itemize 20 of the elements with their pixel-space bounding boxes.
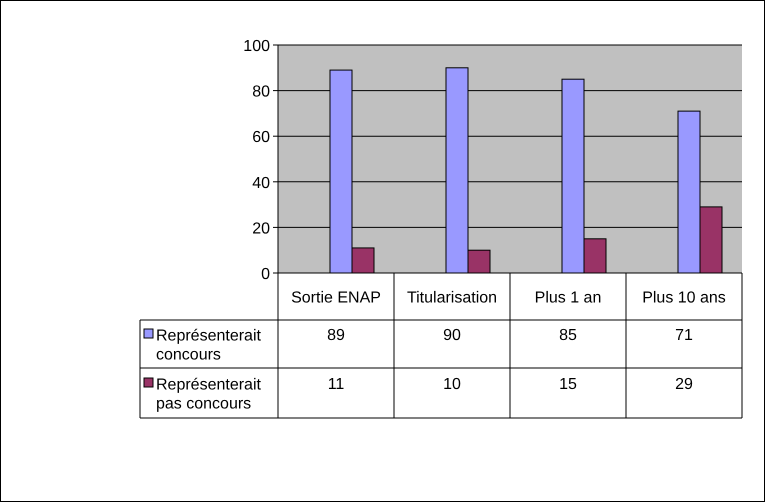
data-label: 10 [443, 376, 461, 393]
data-label: 15 [559, 376, 577, 393]
data-label: 71 [675, 327, 693, 344]
y-tick-label: 60 [252, 129, 270, 146]
x-tick-label: Sortie ENAP [291, 290, 381, 306]
y-tick-label: 100 [243, 38, 270, 55]
data-label: 85 [559, 327, 577, 344]
data-label: 90 [443, 327, 461, 344]
y-tick-label: 40 [252, 174, 270, 192]
x-tick-label: Plus 1 an [534, 290, 602, 306]
legend-label: Représenterait pas concours [156, 376, 262, 412]
x-tick-label: Plus 10 ans [642, 290, 726, 306]
y-tick-label: 20 [252, 220, 270, 238]
legend-label: Représenterait concours [156, 328, 262, 364]
y-tick-label: 0 [261, 266, 270, 283]
x-tick-label: Titularisation [406, 290, 498, 306]
data-label: 29 [675, 376, 693, 393]
data-label: 11 [328, 376, 344, 393]
y-tick-label: 80 [252, 84, 270, 101]
data-label: 89 [327, 327, 345, 344]
